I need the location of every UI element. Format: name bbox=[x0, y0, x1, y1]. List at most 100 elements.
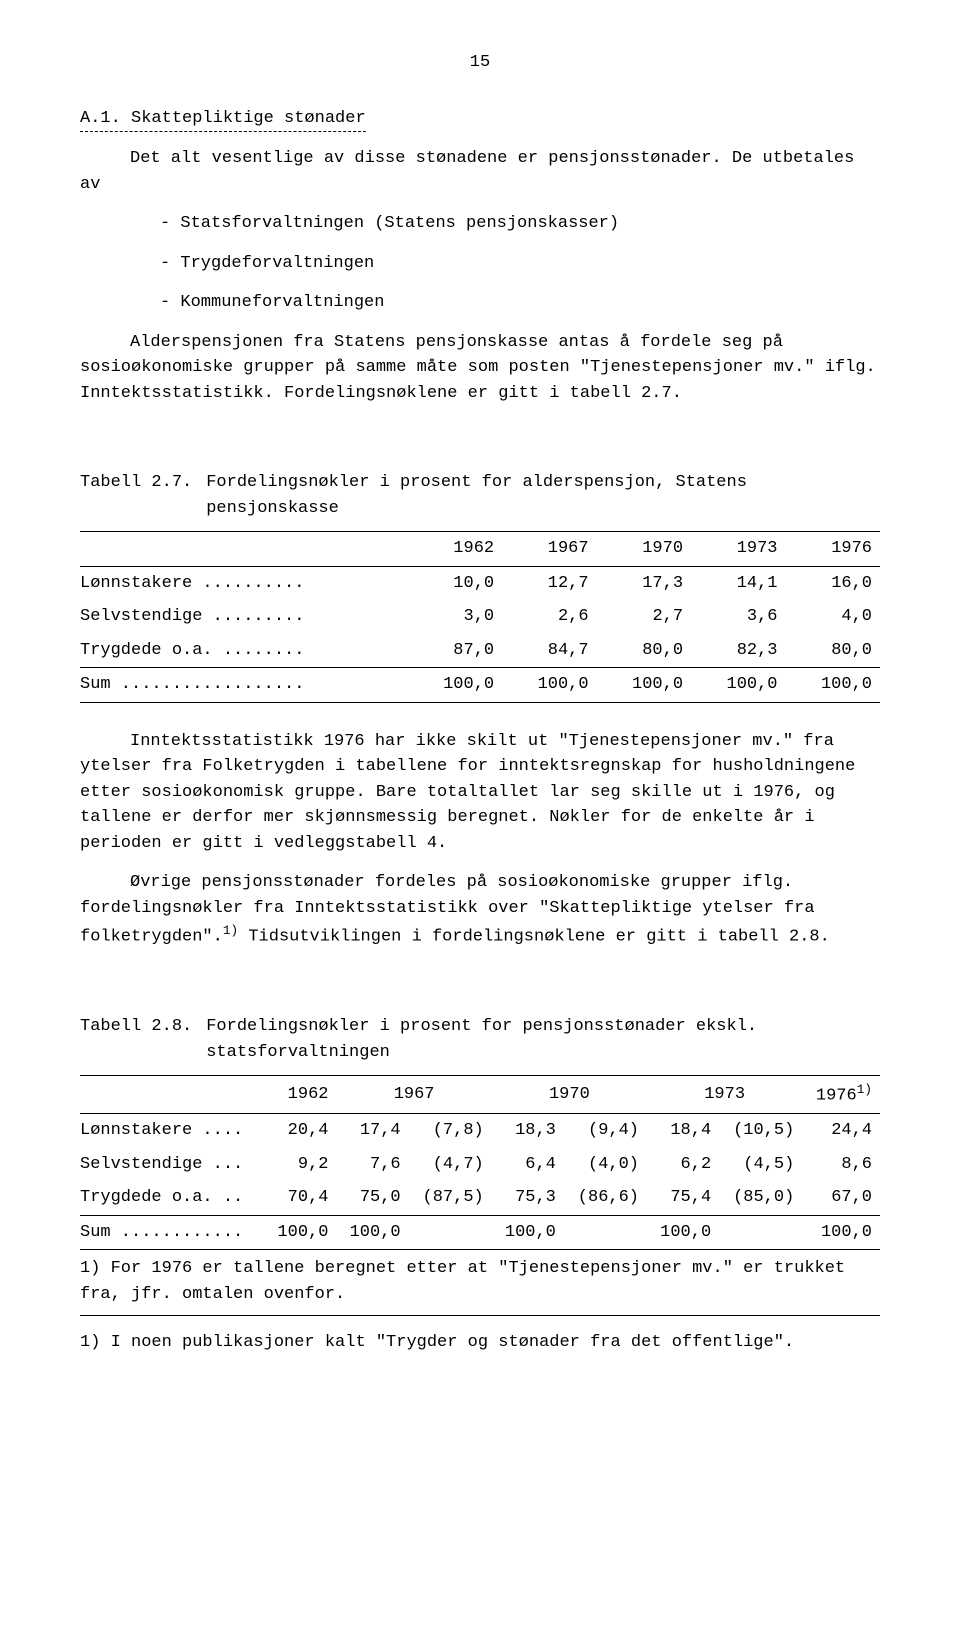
table-header-year: 1967 bbox=[336, 1076, 491, 1114]
cell: (4,5) bbox=[719, 1148, 802, 1182]
row-label: Lønnstakere .... bbox=[80, 1114, 264, 1148]
cell: 100,0 bbox=[336, 1215, 408, 1250]
table-row-sum: Sum .................. 100,0 100,0 100,0… bbox=[80, 668, 880, 703]
table-header-year: 1976 bbox=[786, 532, 880, 567]
section-heading-text: A.1. Skattepliktige stønader bbox=[80, 106, 366, 133]
page-number: 15 bbox=[80, 50, 880, 76]
cell: 100,0 bbox=[691, 668, 785, 703]
cell: 9,2 bbox=[264, 1148, 336, 1182]
cell: 4,0 bbox=[786, 600, 880, 634]
table-2-8-caption: Tabell 2.8. Fordelingsnøkler i prosent f… bbox=[80, 1014, 880, 1065]
cell: (86,6) bbox=[564, 1181, 647, 1215]
cell: 3,0 bbox=[408, 600, 502, 634]
cell: 100,0 bbox=[647, 1215, 719, 1250]
table-row-sum: Sum ............ 100,0 100,0 100,0 100,0… bbox=[80, 1215, 880, 1250]
row-label: Selvstendige ... bbox=[80, 1148, 264, 1182]
cell: 20,4 bbox=[264, 1114, 336, 1148]
table-header-year: 1970 bbox=[597, 532, 691, 567]
cell: 18,3 bbox=[492, 1114, 564, 1148]
cell: 17,4 bbox=[336, 1114, 408, 1148]
cell: (4,7) bbox=[409, 1148, 492, 1182]
cell: 12,7 bbox=[502, 566, 596, 600]
cell: 24,4 bbox=[802, 1114, 880, 1148]
paragraph-2: Alderspensjonen fra Statens pensjonskass… bbox=[80, 330, 880, 407]
row-label: Sum .................. bbox=[80, 668, 408, 703]
cell: (85,0) bbox=[719, 1181, 802, 1215]
paragraph-1: Det alt vesentlige av disse stønadene er… bbox=[80, 146, 880, 197]
cell: 75,3 bbox=[492, 1181, 564, 1215]
cell: 10,0 bbox=[408, 566, 502, 600]
cell: 6,2 bbox=[647, 1148, 719, 1182]
cell: 80,0 bbox=[597, 634, 691, 668]
cell: (87,5) bbox=[409, 1181, 492, 1215]
cell: 2,6 bbox=[502, 600, 596, 634]
table-row: Lønnstakere .... 20,4 17,4 (7,8) 18,3 (9… bbox=[80, 1114, 880, 1148]
cell bbox=[409, 1215, 492, 1250]
cell: 70,4 bbox=[264, 1181, 336, 1215]
cell: 100,0 bbox=[502, 668, 596, 703]
cell: 7,6 bbox=[336, 1148, 408, 1182]
cell: 67,0 bbox=[802, 1181, 880, 1215]
table-header-year: 1967 bbox=[502, 532, 596, 567]
row-label: Trygdede o.a. .. bbox=[80, 1181, 264, 1215]
cell: 3,6 bbox=[691, 600, 785, 634]
cell: 14,1 bbox=[691, 566, 785, 600]
row-label: Selvstendige ......... bbox=[80, 600, 408, 634]
cell: 6,4 bbox=[492, 1148, 564, 1182]
section-heading: A.1. Skattepliktige stønader bbox=[80, 106, 880, 133]
table-2-8: 1962 1967 1970 1973 19761) Lønnstakere .… bbox=[80, 1075, 880, 1250]
table-2-7-label: Tabell 2.7. bbox=[80, 470, 206, 521]
paragraph-3c-text: Tidsutviklingen i fordelingsnøklene er g… bbox=[238, 928, 830, 947]
row-label: Trygdede o.a. ........ bbox=[80, 634, 408, 668]
footnote-ref: 1) bbox=[223, 923, 238, 938]
cell: 100,0 bbox=[786, 668, 880, 703]
list-item-2: - Trygdeforvaltningen bbox=[160, 251, 880, 277]
table-row: Selvstendige ... 9,2 7,6 (4,7) 6,4 (4,0)… bbox=[80, 1148, 880, 1182]
table-header-blank bbox=[80, 532, 408, 567]
list-item-1: - Statsforvaltningen (Statens pensjonska… bbox=[160, 211, 880, 237]
table-2-8-footnote-2: 1) I noen publikasjoner kalt "Trygder og… bbox=[80, 1330, 880, 1356]
table-header-year: 19761) bbox=[802, 1076, 880, 1114]
table-2-8-footnote-1: 1) For 1976 er tallene beregnet etter at… bbox=[80, 1256, 880, 1316]
cell: (10,5) bbox=[719, 1114, 802, 1148]
table-2-7-caption: Tabell 2.7. Fordelingsnøkler i prosent f… bbox=[80, 470, 880, 521]
table-2-8-label: Tabell 2.8. bbox=[80, 1014, 206, 1065]
cell: (7,8) bbox=[409, 1114, 492, 1148]
cell: 87,0 bbox=[408, 634, 502, 668]
cell bbox=[719, 1215, 802, 1250]
row-label: Lønnstakere .......... bbox=[80, 566, 408, 600]
cell: 75,4 bbox=[647, 1181, 719, 1215]
table-header-year: 1973 bbox=[647, 1076, 802, 1114]
table-row: Trygdede o.a. ........ 87,0 84,7 80,0 82… bbox=[80, 634, 880, 668]
row-label: Sum ............ bbox=[80, 1215, 264, 1250]
cell bbox=[564, 1215, 647, 1250]
cell: (4,0) bbox=[564, 1148, 647, 1182]
list-item-3: - Kommuneforvaltningen bbox=[160, 290, 880, 316]
table-header-year: 1970 bbox=[492, 1076, 647, 1114]
cell: 75,0 bbox=[336, 1181, 408, 1215]
cell: 100,0 bbox=[264, 1215, 336, 1250]
cell: 82,3 bbox=[691, 634, 785, 668]
cell: 100,0 bbox=[408, 668, 502, 703]
table-row: Selvstendige ......... 3,0 2,6 2,7 3,6 4… bbox=[80, 600, 880, 634]
table-row: Trygdede o.a. .. 70,4 75,0 (87,5) 75,3 (… bbox=[80, 1181, 880, 1215]
table-header-year: 1973 bbox=[691, 532, 785, 567]
table-2-8-caption-text: Fordelingsnøkler i prosent for pensjonss… bbox=[206, 1014, 880, 1065]
table-2-7: 1962 1967 1970 1973 1976 Lønnstakere ...… bbox=[80, 531, 880, 703]
cell: 17,3 bbox=[597, 566, 691, 600]
cell: 100,0 bbox=[597, 668, 691, 703]
cell: 2,7 bbox=[597, 600, 691, 634]
table-header-blank bbox=[80, 1076, 264, 1114]
cell: 100,0 bbox=[492, 1215, 564, 1250]
paragraph-3a: Inntektsstatistikk 1976 har ikke skilt u… bbox=[80, 729, 880, 857]
cell: 16,0 bbox=[786, 566, 880, 600]
table-row: Lønnstakere .......... 10,0 12,7 17,3 14… bbox=[80, 566, 880, 600]
paragraph-3b: Øvrige pensjonsstønader fordeles på sosi… bbox=[80, 870, 880, 950]
table-header-year: 1962 bbox=[264, 1076, 336, 1114]
cell: 8,6 bbox=[802, 1148, 880, 1182]
cell: (9,4) bbox=[564, 1114, 647, 1148]
cell: 18,4 bbox=[647, 1114, 719, 1148]
table-header-year: 1962 bbox=[408, 532, 502, 567]
table-2-7-caption-text: Fordelingsnøkler i prosent for alderspen… bbox=[206, 470, 880, 521]
cell: 80,0 bbox=[786, 634, 880, 668]
